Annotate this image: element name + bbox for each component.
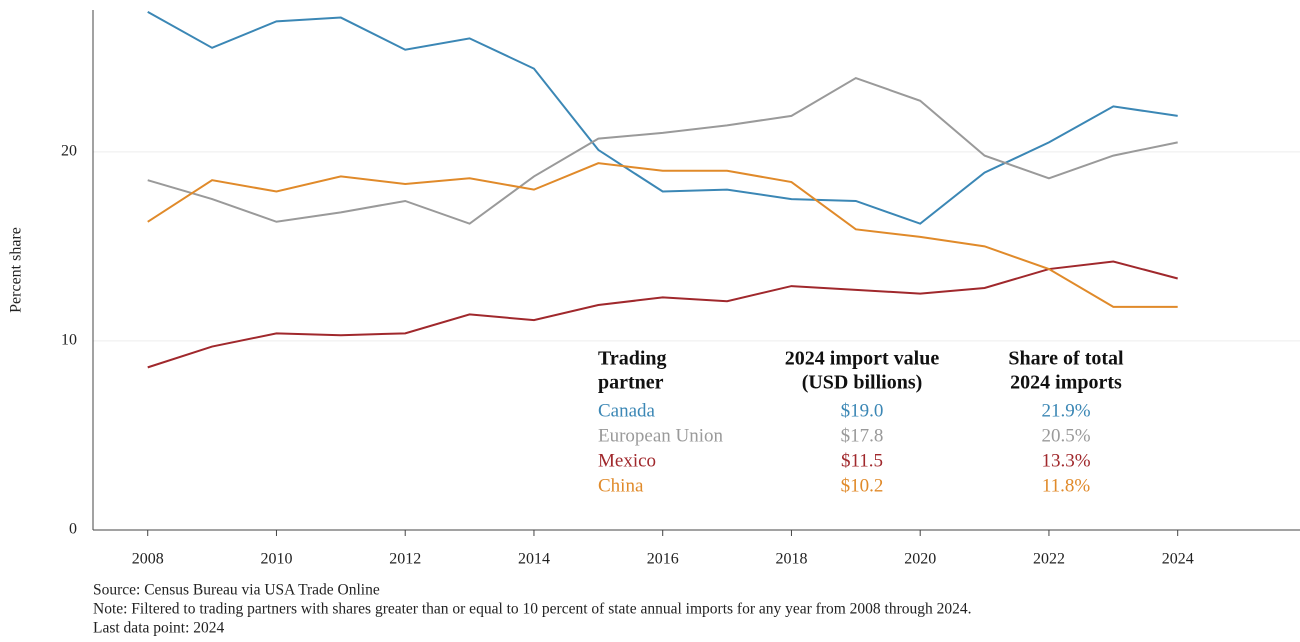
table-cell: 13.3% [1041, 450, 1090, 471]
table-cell: 20.5% [1041, 425, 1090, 446]
footnote: Source: Census Bureau via USA Trade Onli… [93, 582, 380, 599]
table-header: (USD billions) [802, 372, 923, 394]
table-cell: 11.8% [1042, 475, 1091, 496]
footnote: Note: Filtered to trading partners with … [93, 601, 972, 618]
x-tick-label: 2018 [775, 551, 807, 568]
table-cell: $17.8 [841, 425, 884, 446]
table-header: 2024 import value [785, 348, 940, 370]
table-cell: China [598, 475, 644, 496]
table-cell: European Union [598, 425, 724, 446]
table-cell: $19.0 [841, 400, 884, 421]
table-header: Trading [598, 348, 667, 370]
x-tick-label: 2022 [1033, 551, 1065, 568]
table-cell: Canada [598, 400, 656, 421]
y-tick-label: 0 [69, 521, 77, 538]
x-tick-label: 2020 [904, 551, 936, 568]
x-tick-label: 2010 [260, 551, 292, 568]
series-line [147, 11, 1178, 225]
x-tick-label: 2024 [1162, 551, 1194, 568]
y-axis-label: Percent share [8, 227, 25, 313]
y-tick-label: 20 [61, 142, 77, 159]
x-tick-label: 2016 [647, 551, 679, 568]
series-line [147, 260, 1178, 369]
y-tick-label: 10 [61, 332, 77, 349]
table-cell: 21.9% [1041, 400, 1090, 421]
table-cell: $10.2 [841, 475, 884, 496]
series-line [147, 162, 1178, 308]
table-cell: $11.5 [841, 450, 883, 471]
x-tick-label: 2012 [389, 551, 421, 568]
table-cell: Mexico [598, 450, 656, 471]
footnote: Last data point: 2024 [93, 620, 225, 637]
table-header: 2024 imports [1010, 372, 1122, 394]
table-header: partner [598, 372, 664, 394]
table-header: Share of total [1008, 348, 1124, 370]
series-line [147, 76, 1178, 225]
x-tick-label: 2014 [518, 551, 550, 568]
x-tick-label: 2008 [132, 551, 164, 568]
